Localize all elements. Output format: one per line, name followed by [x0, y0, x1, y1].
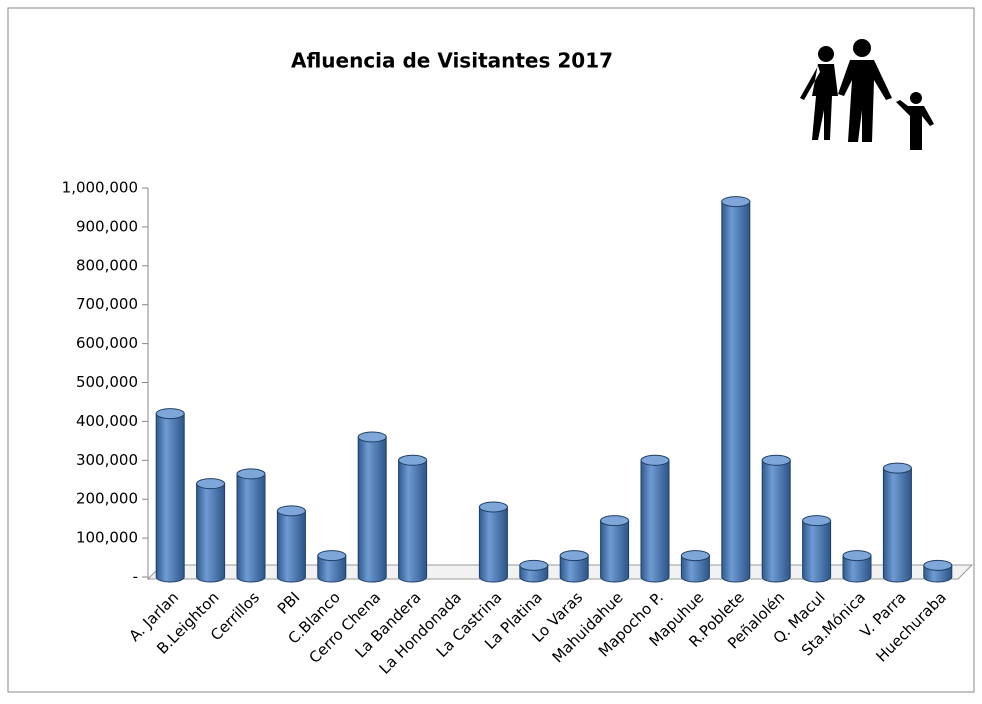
bar [276, 510, 306, 583]
y-tick-label: 900,000 [76, 217, 138, 235]
bar [761, 459, 791, 583]
bar-cap [842, 550, 872, 562]
bar-cap [357, 431, 387, 443]
bar [196, 483, 226, 583]
family-icon [800, 39, 934, 150]
bar-cap [640, 454, 670, 466]
bar-cap [276, 505, 306, 517]
bar [721, 201, 751, 583]
bar-cap [802, 515, 832, 527]
y-tick-label: 300,000 [76, 451, 138, 469]
bar-cap [923, 559, 953, 571]
bar [398, 459, 428, 583]
y-tick-label: - [133, 568, 138, 586]
bar-cap [882, 462, 912, 474]
bar-cap [478, 501, 508, 513]
bar [600, 520, 630, 583]
bar [317, 555, 347, 583]
bar [155, 413, 185, 583]
y-tick-label: 700,000 [76, 295, 138, 313]
y-tick-label: 400,000 [76, 412, 138, 430]
bar-cap [155, 408, 185, 420]
y-tick-label: 200,000 [76, 490, 138, 508]
bar [559, 555, 589, 583]
bar-cap [398, 454, 428, 466]
bar [478, 506, 508, 583]
bar [882, 467, 912, 583]
bar [802, 520, 832, 583]
chart-title: Afluencia de Visitantes 2017 [291, 49, 613, 73]
bar-cap [721, 196, 751, 208]
bar-cap [196, 478, 226, 490]
bar-cap [680, 550, 710, 562]
y-tick-label: 100,000 [76, 529, 138, 547]
y-tick-label: 800,000 [76, 256, 138, 274]
bar-cap [317, 550, 347, 562]
bar-cap [236, 468, 266, 480]
bar-cap [519, 559, 549, 571]
y-tick-label: 500,000 [76, 373, 138, 391]
bar-cap [600, 515, 630, 527]
y-tick-label: 1,000,000 [62, 179, 138, 197]
bar [357, 436, 387, 583]
bar [640, 459, 670, 583]
bar [842, 555, 872, 583]
bar-cap [761, 454, 791, 466]
bar-cap [559, 550, 589, 562]
bar [236, 473, 266, 583]
y-tick-label: 600,000 [76, 334, 138, 352]
bar [680, 555, 710, 583]
